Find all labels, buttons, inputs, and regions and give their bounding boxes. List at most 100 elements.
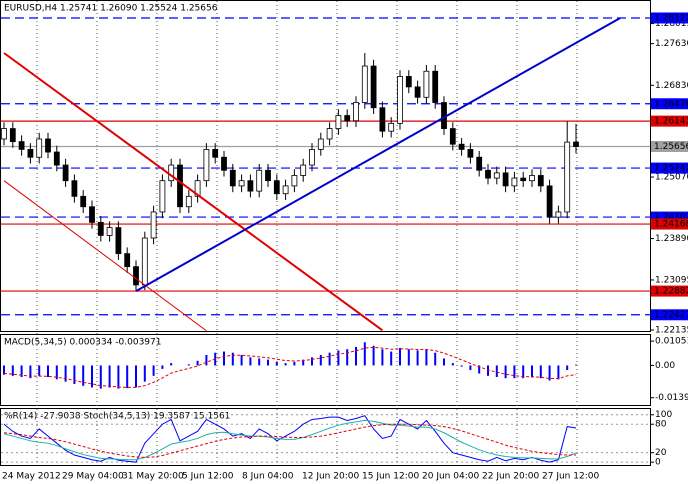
macd-bar [495, 365, 498, 378]
macd-bar [566, 365, 569, 371]
level-label: 1.22882 [654, 287, 688, 297]
candle-body [238, 180, 245, 187]
level-label: 1.25242 [654, 164, 688, 174]
macd-bar [434, 352, 437, 366]
candle-body [546, 185, 553, 218]
candle-body [141, 237, 148, 286]
macd-bar [557, 365, 560, 380]
macd-bar [355, 346, 357, 366]
macd-bar [126, 365, 129, 389]
y-tick-label: 20 [655, 448, 667, 458]
x-tick-label: 15 Jun 12:00 [362, 472, 419, 482]
x-tick-label: 31 May 20:00 [122, 472, 184, 482]
candle-body [537, 175, 544, 187]
candle-body [97, 221, 104, 236]
candle-body [511, 177, 518, 187]
macd-bar [267, 359, 269, 366]
macd-bar [258, 358, 261, 366]
candle-body [317, 138, 324, 150]
macd-bar [99, 365, 102, 389]
candle-body [326, 128, 333, 140]
macd-bar [223, 351, 225, 366]
candle-body [221, 156, 227, 171]
x-tick-label: 27 Jun 12:00 [542, 472, 599, 482]
x-tick-label: 29 May 04:00 [62, 472, 124, 482]
candle-body [388, 122, 395, 132]
level-label: 1.26143 [654, 117, 688, 127]
candle-body [203, 149, 210, 182]
macd-bar [38, 365, 41, 376]
macd-bar [108, 365, 111, 388]
candle-body [80, 195, 87, 208]
level-box [651, 309, 688, 321]
candle-body [115, 227, 122, 255]
candle-body [194, 180, 201, 197]
candle-body [36, 138, 43, 158]
x-tick-label: 12 Jun 20:00 [302, 472, 359, 482]
level-box [651, 115, 688, 127]
y-tick-label: -0.01394 [655, 393, 688, 403]
candle-body [449, 128, 456, 145]
y-tick-label: 1.25070 [655, 173, 688, 183]
macd-bar [284, 363, 287, 366]
candle-body [229, 169, 236, 187]
candle-body [291, 175, 298, 187]
macd-panel [0, 334, 651, 406]
macd-bar [196, 360, 199, 366]
macd-bar [29, 365, 32, 379]
macd-bar [531, 365, 533, 378]
indicator-line [3, 419, 577, 461]
candle-body [273, 180, 280, 195]
macd-bar [513, 365, 516, 379]
macd-bar [302, 359, 305, 366]
macd-bar [337, 350, 340, 366]
y-tick-label: 80 [655, 420, 667, 430]
candle-body [45, 138, 51, 153]
level-box [651, 218, 688, 230]
indicator-line [3, 415, 577, 463]
macd-bar [249, 357, 252, 366]
macd-bar [82, 365, 85, 386]
candle-body [379, 107, 386, 132]
candle-body [265, 169, 271, 182]
macd-bar [319, 355, 322, 366]
ohlc: 1.25741 1.26090 1.25524 1.25656 [60, 4, 218, 14]
macd-bar [293, 361, 296, 366]
candle-body [282, 185, 289, 195]
macd-bar [311, 357, 313, 366]
candle-body [529, 175, 535, 182]
y-tick-label: 1.27630 [655, 39, 688, 49]
candle-body [335, 115, 342, 129]
y-tick-label: 1.28015 [655, 19, 688, 29]
macd-bar [117, 365, 120, 389]
candle-body [168, 164, 175, 182]
macd-bar [399, 348, 401, 366]
candle-body [555, 211, 562, 218]
candle-body [573, 141, 579, 147]
macd-bar [469, 365, 472, 371]
trendline [3, 52, 383, 332]
macd-bar [460, 365, 463, 367]
macd-bar [47, 365, 49, 378]
macd-bar [548, 365, 551, 381]
level-label: 1.22427 [654, 310, 688, 320]
macd-bar [20, 365, 23, 378]
candle-body [256, 169, 263, 192]
macd-bar [346, 349, 349, 366]
macd-bar [91, 365, 93, 388]
candle-body [89, 206, 95, 223]
y-tick-label: 1.26830 [655, 81, 688, 91]
candle-body [370, 65, 377, 109]
level-box [651, 162, 688, 174]
macd-bar [363, 342, 366, 366]
x-tick-label: 22 Jun 20:00 [482, 472, 539, 482]
candle-body [405, 76, 412, 88]
y-tick-label: 100 [655, 410, 672, 420]
level-box [651, 98, 688, 110]
candle-body [414, 86, 421, 98]
macd-bar [478, 365, 481, 374]
candle-body [467, 149, 474, 158]
macd-bar [425, 349, 428, 366]
macd-bar [275, 361, 278, 366]
level-box [651, 211, 688, 223]
